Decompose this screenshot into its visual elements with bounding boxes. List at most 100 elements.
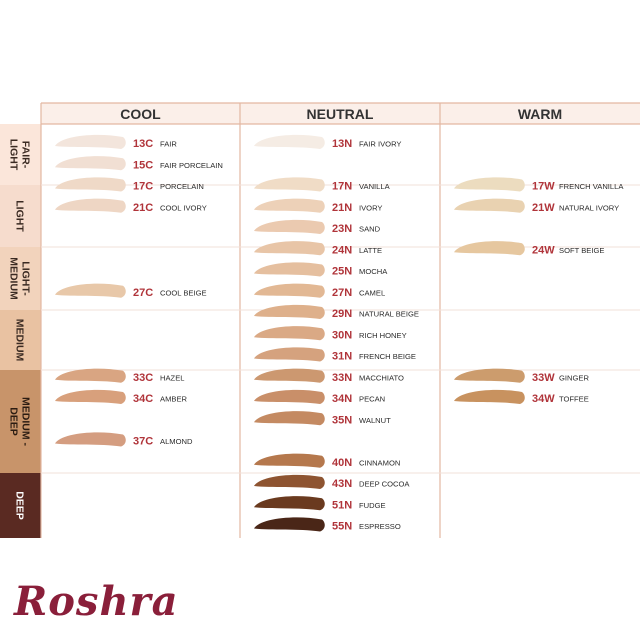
shade-code: 27N [332,287,352,299]
shade-name: FAIR [160,140,177,149]
shade-name: RICH HONEY [359,331,407,340]
shade-name: LATTE [359,246,382,255]
band-background [0,310,41,370]
shade-name: CINNAMON [359,458,400,467]
shade-code: 13C [133,138,153,150]
shade-swatch-17n [254,177,325,192]
shade-name: MOCHA [359,267,388,276]
shade-code: 23N [332,223,352,235]
band-label-line: MEDIUM [8,257,20,300]
band-label: MEDIUM -DEEP [8,397,32,446]
shade-name: COOL IVORY [160,203,207,212]
band-background [0,473,41,538]
shade-code: 30N [332,329,352,341]
shade-swatch-34n [254,389,325,404]
shade-name: SOFT BEIGE [559,246,604,255]
roshra-logo: Roshra [14,578,179,625]
shade-code: 29N [332,308,352,320]
band-label: LIGHT [14,200,26,232]
header-row-background [41,103,640,124]
shade-swatch-21n [254,198,325,213]
shade-swatch-24w [454,241,525,256]
shade-name: PORCELAIN [160,182,204,191]
shade-name: TOFFEE [559,395,589,404]
shade-swatch-17c [55,177,126,192]
shade-code: 33N [332,372,352,384]
shade-name: IVORY [359,203,383,212]
shade-swatch-13n [254,134,325,149]
band-label-group: MEDIUM [14,319,26,362]
shade-swatch-27c [55,283,126,298]
shade-code: 21N [332,202,352,214]
shade-swatch-31n [254,347,325,362]
shade-code: 15C [133,159,153,171]
shade-code: 55N [332,521,352,533]
shade-code: 17N [332,181,352,193]
shade-code: 31N [332,351,352,363]
shade-code: 27C [133,287,153,299]
shade-code: 40N [332,457,352,469]
shade-swatch-33n [254,368,325,383]
shade-code: 34C [133,393,153,405]
band-label-line: MEDIUM - [20,397,32,446]
shade-code: 51N [332,499,352,511]
shade-swatch-21c [55,198,126,213]
shade-swatch-17w [454,177,525,192]
shade-swatch-34w [454,389,525,404]
shade-code: 24N [332,244,352,256]
shade-swatch-27n [254,283,325,298]
band-label: FAIR-LIGHT [8,139,32,171]
shade-name: DEEP COCOA [359,480,410,489]
column-header-warm: WARM [518,106,562,122]
shade-code: 21W [532,202,555,214]
shade-swatch-15c [55,156,126,171]
shade-name: FRENCH BEIGE [359,352,416,361]
band-label-group: DEEP [14,491,26,520]
band-label-group: FAIR-LIGHT [8,139,32,171]
shade-swatch-33w [454,368,525,383]
band-label: MEDIUM [14,319,26,362]
shade-name: VANILLA [359,182,391,191]
shade-swatch-25n [254,262,325,277]
shade-code: 33W [532,372,555,384]
shade-code: 13N [332,138,352,150]
band-label-line: LIGHT [8,139,20,171]
band-label-group: LIGHT [14,200,26,232]
band-label-line: MEDIUM [14,319,26,362]
shade-swatch-33c [55,368,126,383]
shade-swatch-55n [254,517,325,532]
band-label-line: FAIR- [20,141,32,169]
shade-name: COOL BEIGE [160,288,207,297]
band-label-line: DEEP [14,491,26,520]
shade-name: FUDGE [359,501,386,510]
shade-code: 35N [332,414,352,426]
band-background [0,185,41,247]
shade-name: CAMEL [359,288,385,297]
band-label-group: MEDIUM -DEEP [8,397,32,446]
shade-name: NATURAL IVORY [559,203,619,212]
band-background [0,247,41,310]
shade-swatch-24n [254,241,325,256]
shade-code: 24W [532,244,555,256]
shade-code: 21C [133,202,153,214]
band-background [0,370,41,473]
column-header-cool: COOL [120,106,161,122]
shade-name: FAIR PORCELAIN [160,161,223,170]
shade-code: 25N [332,266,352,278]
shade-swatch-23n [254,219,325,234]
band-label-group: LIGHT-MEDIUM [8,257,32,300]
shade-swatch-13c [55,134,126,149]
band-background [0,124,41,185]
shade-name: WALNUT [359,416,391,425]
shade-name: NATURAL BEIGE [359,310,419,319]
shade-swatch-40n [254,453,325,468]
shade-code: 33C [133,372,153,384]
shade-code: 37C [133,436,153,448]
shade-swatch-34c [55,389,126,404]
column-header-neutral: NEUTRAL [307,106,374,122]
shade-name: AMBER [160,395,188,404]
shade-name: ALMOND [160,437,193,446]
shade-code: 34N [332,393,352,405]
shade-code: 34W [532,393,555,405]
